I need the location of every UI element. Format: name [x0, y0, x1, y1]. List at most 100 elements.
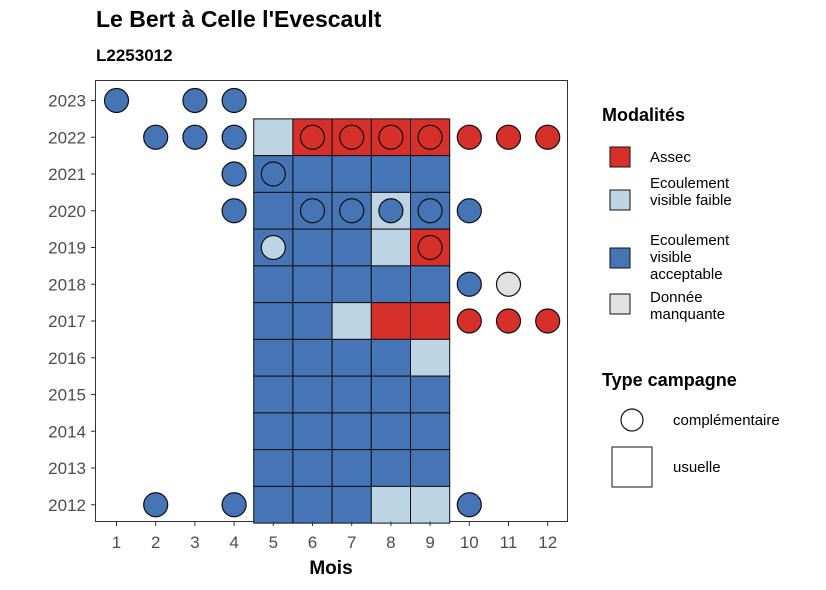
cell-2014-5: [253, 412, 294, 451]
point-2023-1: [103, 87, 130, 114]
legend-key-usuelle: [611, 446, 653, 488]
cell-2015-8: [370, 375, 411, 414]
cell-2018-9: [410, 265, 451, 304]
cell-2015-6: [292, 375, 333, 414]
point-2020-6: [299, 198, 326, 224]
cell-2014-9: [410, 412, 451, 451]
point-2022-8: [378, 124, 404, 150]
cell-2016-8: [370, 338, 411, 377]
point-2017-12: [535, 308, 561, 334]
chart-subtitle: L2253012: [96, 46, 173, 65]
y-tick-label-2012: 2012: [48, 496, 86, 515]
y-tick-label-2017: 2017: [48, 312, 86, 331]
x-tick-label-2: 2: [151, 533, 160, 552]
cell-2021-6: [292, 155, 333, 193]
legend-label-assec: Assec: [650, 149, 691, 166]
x-tick-label-4: 4: [229, 533, 238, 552]
cell-2017-7: [331, 302, 372, 340]
x-tick-label-10: 10: [460, 533, 479, 552]
cell-2012-9: [410, 485, 451, 524]
y-tick-label-2021: 2021: [48, 165, 86, 184]
point-2017-10: [456, 308, 482, 334]
cell-2013-7: [331, 449, 372, 487]
point-2019-5: [260, 234, 286, 261]
point-2022-7: [339, 124, 365, 150]
cell-2013-8: [370, 449, 411, 487]
x-tick-label-11: 11: [500, 533, 518, 552]
point-2021-5: [260, 161, 286, 187]
cell-2018-6: [292, 265, 333, 304]
point-2022-12: [535, 124, 561, 150]
cell-2017-5: [253, 302, 294, 340]
x-tick-label-7: 7: [347, 533, 356, 552]
cell-2013-5: [253, 449, 294, 487]
point-2018-11: [495, 271, 522, 297]
legend-key-manquante: [609, 293, 631, 315]
point-2012-10: [456, 492, 482, 518]
y-tick-label-2018: 2018: [48, 275, 86, 294]
cell-2019-8: [370, 228, 411, 267]
x-axis-label: Mois: [309, 558, 352, 579]
point-2022-4: [221, 124, 247, 150]
cell-2014-6: [292, 412, 333, 451]
cell-2012-6: [292, 485, 333, 524]
cell-2015-5: [253, 375, 294, 414]
cell-2016-7: [331, 338, 372, 377]
x-tick-label-1: 1: [112, 533, 121, 552]
cell-2022-5: [253, 118, 294, 157]
x-tick-label-5: 5: [269, 533, 278, 552]
cell-2021-8: [370, 155, 411, 193]
cell-2015-7: [331, 375, 372, 414]
point-2022-11: [495, 124, 522, 150]
point-2021-4: [221, 161, 247, 187]
cell-2020-5: [253, 191, 294, 230]
y-tick-label-2023: 2023: [48, 92, 86, 111]
cell-2018-5: [253, 265, 294, 304]
point-2022-2: [143, 124, 169, 150]
point-2019-9: [417, 234, 443, 261]
legend-key-complementaire: [620, 408, 644, 432]
cell-2015-9: [410, 375, 451, 414]
cell-2019-7: [331, 228, 372, 267]
cell-2017-6: [292, 302, 333, 340]
point-2022-10: [456, 124, 482, 150]
cell-2016-6: [292, 338, 333, 377]
legend-key-faible: [609, 189, 631, 211]
x-tick-label-12: 12: [538, 533, 557, 552]
y-tick-label-2013: 2013: [48, 459, 86, 478]
cell-2013-9: [410, 449, 451, 487]
cell-2021-9: [410, 155, 451, 193]
point-2020-9: [417, 198, 443, 224]
x-tick-label-9: 9: [425, 533, 434, 552]
cell-2018-8: [370, 265, 411, 304]
point-2020-4: [221, 198, 247, 224]
legend-label-faible: Ecoulement visible faible: [650, 175, 732, 209]
x-tick-label-8: 8: [386, 533, 395, 552]
y-tick-label-2020: 2020: [48, 202, 86, 221]
cell-2013-6: [292, 449, 333, 487]
point-2022-6: [299, 124, 326, 150]
point-2020-8: [378, 198, 404, 224]
cell-2012-5: [253, 485, 294, 524]
legend-label-acceptable: Ecoulement visible acceptable: [650, 232, 730, 283]
legend-modalities-title: Modalités: [602, 105, 686, 125]
point-2023-3: [182, 87, 208, 114]
cell-2014-8: [370, 412, 411, 451]
y-tick-label-2016: 2016: [48, 349, 86, 368]
point-2012-2: [143, 492, 169, 518]
cell-2016-9: [410, 338, 451, 377]
point-2018-10: [456, 271, 482, 297]
y-tick-label-2014: 2014: [48, 422, 86, 441]
cell-2014-7: [331, 412, 372, 451]
legend-campaign-title: Type campagne: [602, 370, 737, 390]
cell-2021-7: [331, 155, 372, 193]
cell-2017-9: [410, 302, 451, 340]
legend-label-complementaire: complémentaire: [673, 412, 780, 429]
x-tick-label-6: 6: [308, 533, 317, 552]
chart-title: Le Bert à Celle l'Evescault: [96, 6, 382, 32]
y-tick-label-2022: 2022: [48, 128, 86, 147]
x-tick-label-3: 3: [190, 533, 199, 552]
cell-2018-7: [331, 265, 372, 304]
legend-label-manquante: Donnée manquante: [650, 289, 726, 323]
